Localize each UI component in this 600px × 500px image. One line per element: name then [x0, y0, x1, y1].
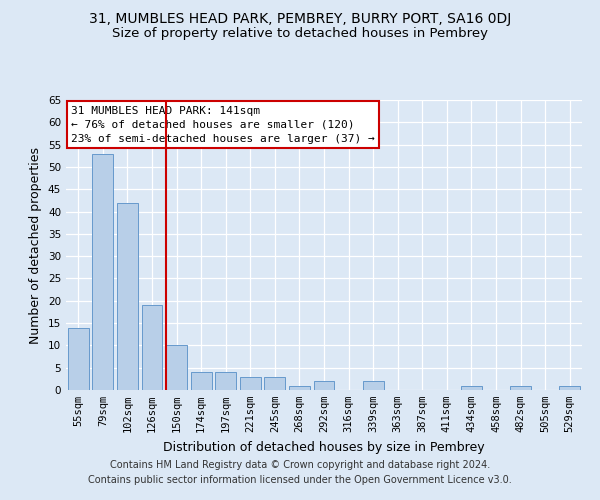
Bar	[117, 202, 138, 390]
Bar	[461, 386, 482, 390]
Y-axis label: Number of detached properties: Number of detached properties	[29, 146, 43, 344]
Text: 31 MUMBLES HEAD PARK: 141sqm
← 76% of detached houses are smaller (120)
23% of s: 31 MUMBLES HEAD PARK: 141sqm ← 76% of de…	[71, 106, 375, 144]
Bar	[92, 154, 113, 390]
Bar	[289, 386, 310, 390]
Text: 31, MUMBLES HEAD PARK, PEMBREY, BURRY PORT, SA16 0DJ: 31, MUMBLES HEAD PARK, PEMBREY, BURRY PO…	[89, 12, 511, 26]
Bar	[166, 346, 187, 390]
Bar	[68, 328, 89, 390]
X-axis label: Distribution of detached houses by size in Pembrey: Distribution of detached houses by size …	[163, 440, 485, 454]
Bar	[314, 381, 334, 390]
Bar	[559, 386, 580, 390]
Bar	[265, 376, 286, 390]
Text: Size of property relative to detached houses in Pembrey: Size of property relative to detached ho…	[112, 28, 488, 40]
Bar	[215, 372, 236, 390]
Bar	[510, 386, 531, 390]
Bar	[362, 381, 383, 390]
Bar	[240, 376, 261, 390]
Text: Contains HM Land Registry data © Crown copyright and database right 2024.
Contai: Contains HM Land Registry data © Crown c…	[88, 460, 512, 485]
Bar	[191, 372, 212, 390]
Bar	[142, 305, 163, 390]
